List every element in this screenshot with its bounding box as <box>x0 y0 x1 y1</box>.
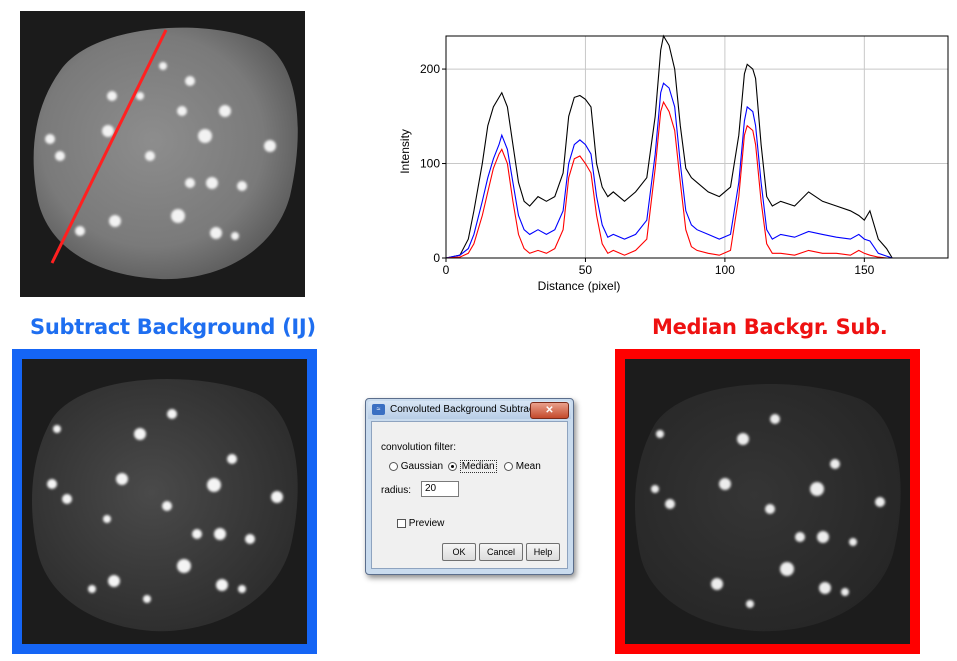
radio-mean-label: Mean <box>515 461 541 472</box>
x-tick-label: 100 <box>715 263 735 277</box>
radius-input[interactable]: 20 <box>421 481 459 497</box>
y-tick-label: 200 <box>420 62 440 76</box>
x-tick-label: 0 <box>443 263 450 277</box>
dialog-title-bar[interactable]: ≈ Convoluted Background Subtrac... ✕ <box>368 401 571 419</box>
ok-button[interactable]: OK <box>442 543 476 561</box>
radio-mean[interactable]: Mean <box>504 461 541 472</box>
dialog-title: Convoluted Background Subtrac... <box>390 404 538 415</box>
radio-gaussian-circle[interactable] <box>389 461 398 471</box>
radius-value: 20 <box>425 483 437 494</box>
cancel-button[interactable]: Cancel <box>479 543 523 561</box>
y-axis-label: Intensity <box>398 129 412 174</box>
radio-gaussian-label: Gaussian <box>400 461 444 472</box>
x-tick-label: 50 <box>579 263 593 277</box>
result-frame-median <box>615 349 920 654</box>
heading-subtract-background: Subtract Background (IJ) <box>30 315 316 339</box>
x-tick-label: 150 <box>854 263 874 277</box>
radius-label: radius: <box>381 485 412 496</box>
profile-series-2 <box>445 100 948 259</box>
original-image-panel <box>20 11 305 297</box>
dialog-body: convolution filter: Gaussian Median Mean… <box>371 421 568 569</box>
result-image-median <box>625 359 910 644</box>
original-image <box>33 27 298 280</box>
close-button[interactable]: ✕ <box>530 402 569 419</box>
y-tick-label: 0 <box>433 251 440 265</box>
radio-mean-circle[interactable] <box>504 461 513 471</box>
x-axis-label: Distance (pixel) <box>538 279 621 293</box>
radio-gaussian[interactable]: Gaussian <box>389 461 443 472</box>
profile-series-0 <box>445 34 948 259</box>
preview-checkbox-box[interactable] <box>397 518 406 528</box>
radio-median[interactable]: Median <box>448 460 497 473</box>
profile-chart: 0 50 100 150 0 100 200 Distance (pixel) Intensit… <box>398 34 949 293</box>
preview-checkbox[interactable]: Preview <box>397 518 444 529</box>
y-tick-label: 100 <box>420 157 440 171</box>
radio-median-circle[interactable] <box>448 461 457 471</box>
profile-series-1 <box>445 82 948 259</box>
result-frame-ij <box>12 349 317 654</box>
imagej-app-icon: ≈ <box>372 404 385 415</box>
result-image-ij <box>22 359 307 644</box>
heading-median-background: Median Backgr. Sub. <box>652 315 888 339</box>
radio-median-label: Median <box>459 460 497 473</box>
help-button[interactable]: Help <box>526 543 560 561</box>
convoluted-background-dialog: ≈ Convoluted Background Subtrac... ✕ con… <box>365 398 574 575</box>
convolution-filter-label: convolution filter: <box>381 442 457 453</box>
profile-line[interactable] <box>50 29 168 264</box>
preview-label: Preview <box>408 518 445 529</box>
plot-frame <box>445 35 949 259</box>
